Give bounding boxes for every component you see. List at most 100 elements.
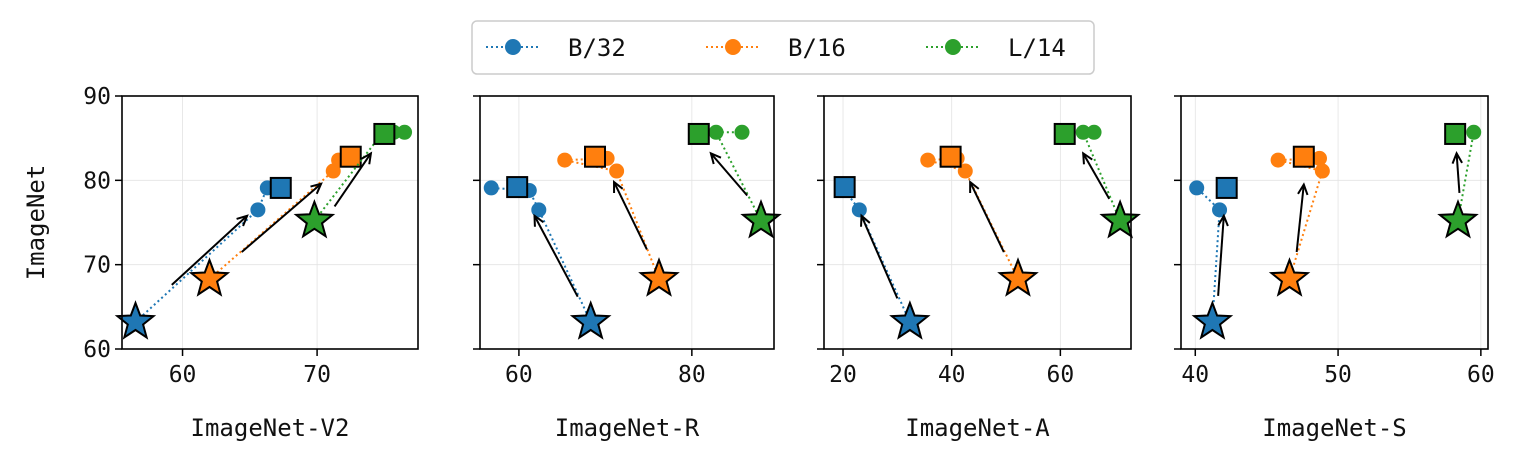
arrow-head [709,151,722,165]
arrow [241,182,323,253]
panel-imagenets: 40 50 60 ImageNet-S [1174,95,1495,442]
star-marker-b32 [569,300,612,340]
arrow [1295,182,1309,253]
plot-area [833,122,1122,323]
point-b16 [1270,152,1286,168]
series-line-l14 [1081,131,1122,222]
arrow-head [1217,213,1229,227]
arrow-head [310,182,323,195]
square-marker-l14 [1053,122,1076,145]
legend-entry-l14: L/14 [926,34,1066,62]
square-marker-b32 [1215,176,1238,199]
point-l14 [397,124,413,140]
square-marker-l14 [1444,122,1467,145]
square-marker-b16 [339,145,362,168]
point-b32 [483,180,499,196]
arrow-shaft [969,181,1005,253]
point-b32 [1212,202,1228,218]
arrow [1451,151,1463,194]
point-l14 [1086,124,1102,140]
legend-frame [471,20,1095,75]
star-marker-b16 [1268,257,1311,297]
arrow-shaft [1295,184,1305,253]
star-marker-b16 [188,257,231,297]
x-axis-label: ImageNet-R [555,414,700,442]
arrow-shaft [171,215,248,286]
point-b16 [609,163,625,179]
square-marker-b32 [506,176,529,199]
x-tick-label: 20 [829,362,857,388]
plot-area [483,122,762,323]
arrow-head [236,214,249,227]
point-b32 [851,202,867,218]
arrow-shaft [241,182,322,253]
arrow [333,151,373,208]
legend-entry-b16: B/16 [706,34,846,62]
legend-marker-b32 [505,39,521,55]
arrow-head [360,151,373,165]
point-l14 [708,124,724,140]
square-marker-b16 [1292,145,1315,168]
point-l14 [734,124,750,140]
point-l14 [1466,124,1482,140]
arrow [1082,151,1111,200]
point-l14 [1075,124,1091,140]
legend: B/32 B/16 L/14 [471,20,1095,75]
arrow-head [1451,151,1463,164]
star-marker-l14 [1437,198,1479,239]
point-b32 [1189,180,1205,196]
arrow [860,213,899,299]
y-tick-label: 90 [83,84,111,110]
arrow-shaft [1455,153,1461,194]
x-tick-label: 60 [1467,362,1495,388]
series-line-b16 [927,157,1019,280]
x-axis-label: ImageNet-V2 [191,414,350,442]
legend-entry-b32: B/32 [486,34,626,62]
point-b16 [920,152,936,168]
arrow-shaft [1082,152,1111,200]
panel-imageneta: 20 40 60 ImageNet-A [817,95,1141,442]
y-tick-label: 60 [83,337,111,363]
series-line-l14 [714,131,762,222]
y-axis-label: ImageNet [22,165,50,281]
x-tick-label: 70 [303,362,331,388]
arrow-shaft [333,152,372,208]
point-b32 [531,202,547,218]
legend-label-b32: B/32 [568,34,626,62]
arrow-shaft [613,181,648,250]
star-marker-b32 [889,300,931,340]
plot-area [1189,122,1482,323]
x-axis-label: ImageNet-S [1262,414,1407,442]
arrow-head [969,179,980,194]
legend-marker-l14 [945,39,961,55]
arrow-shaft [860,215,899,299]
series-line-b32 [491,186,592,323]
panel-imagenetv2: 60 70 80 90 60 70 ImageNet-V2 ImageNet [22,84,419,442]
legend-label-b16: B/16 [788,34,846,62]
arrow-head [1297,182,1309,196]
square-marker-l14 [373,122,396,145]
axes-frame [121,95,419,350]
arrow-shaft [1217,215,1225,296]
square-marker-b32 [833,176,856,199]
arrow-shaft [710,152,748,197]
axes-frame [823,95,1132,350]
point-b32 [250,202,266,218]
arrow [613,179,648,250]
square-marker-b32 [269,176,292,199]
point-b16 [557,152,573,168]
square-marker-b16 [939,145,962,168]
square-marker-b16 [584,145,607,168]
star-marker-l14 [293,198,336,239]
axes-frame [1180,95,1489,350]
x-tick-label: 60 [1047,362,1075,388]
arrow-head [860,213,871,227]
legend-label-l14: L/14 [1008,34,1066,62]
panels: 60 70 80 90 60 70 ImageNet-V2 ImageNet 60 80 Image… [22,84,1495,442]
star-marker-b16 [638,257,680,297]
plot-area [134,122,413,323]
point-b16 [1312,150,1328,166]
arrow-head [613,179,624,194]
x-tick-label: 60 [505,362,533,388]
